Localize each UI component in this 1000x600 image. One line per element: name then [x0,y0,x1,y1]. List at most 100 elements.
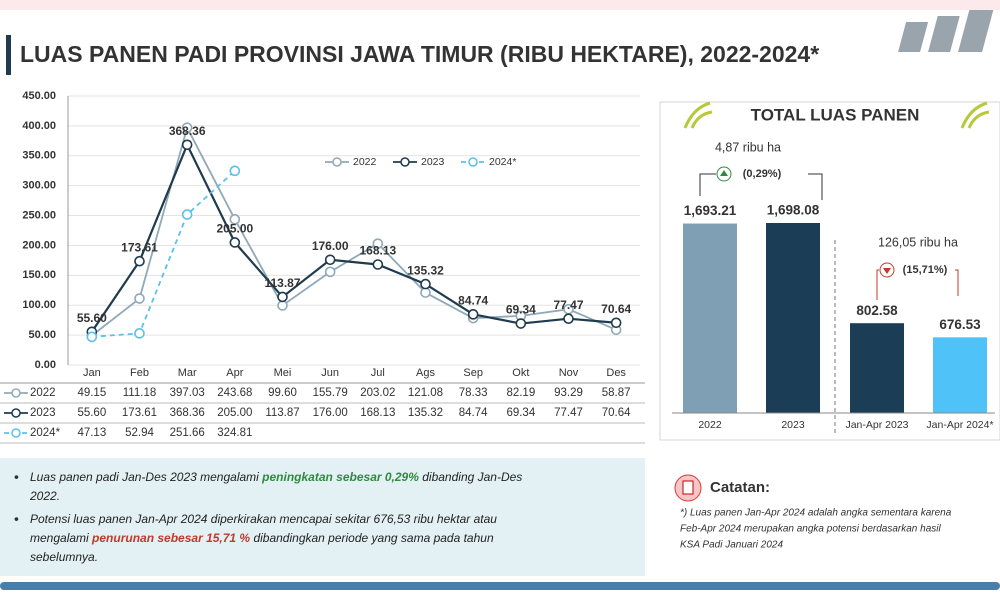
bullet: • [14,511,19,527]
data-label: 168.13 [359,244,396,258]
note-line: Potensi luas panen Jan-Apr 2024 diperkir… [30,512,497,526]
y-tick-label: 0.00 [35,359,56,371]
bar-panel [659,101,1000,441]
point [181,209,193,220]
point [277,300,288,311]
point [134,255,145,267]
data-label: 176.00 [312,239,349,253]
y-tick-label: 300.00 [22,180,56,192]
bar-value-label: 676.53 [939,317,981,332]
note-text: Luas panen padi Jan-Des 2023 mengalami [30,470,262,484]
catatan-line: KSA Padi Januari 2024 [680,540,783,551]
data-label: 368.36 [169,124,206,138]
point [134,293,145,304]
table-cell: 58.87 [602,387,631,399]
bottom-bar [0,582,1000,590]
x-tick-label: Feb [130,367,149,379]
x-tick-label: Jul [371,367,385,379]
bullet: • [14,469,19,485]
data-label: 84.74 [458,294,488,308]
legend-marker [332,157,342,167]
table-cell: 121.08 [408,387,443,399]
table-cell: 368.36 [170,407,205,419]
chart-title: LUAS PANEN PADI PROVINSI JAWA TIMUR (RIB… [20,41,819,67]
logo [898,10,994,52]
point [324,266,336,278]
data-label: 77.47 [553,298,583,312]
bar-category: Jan-Apr 2024* [926,419,993,431]
legend-marker [400,157,410,167]
table-cell: 93.29 [554,387,583,399]
bar-title: TOTAL LUAS PANEN [751,105,920,124]
legend-label: 2023 [421,156,445,168]
note-text: peningkatan sebesar 0,29% [261,470,419,484]
up-arrow [720,170,728,176]
data-label: 135.32 [407,263,444,277]
note-text: mengalami [30,531,92,545]
data-label: 55.60 [77,311,107,325]
table-cell: 205.00 [217,407,252,419]
point [563,313,574,324]
table-row-label: 2024* [30,427,61,439]
point [229,165,241,177]
table-cell: 78.33 [459,387,488,399]
point [324,254,336,266]
bar-category: 2023 [781,419,805,431]
point [277,291,288,303]
title-accent [6,35,11,75]
bar [933,337,987,413]
table-cell: 155.79 [313,387,348,399]
table-cell: 397.03 [170,387,205,399]
x-tick-label: Ags [416,367,435,379]
data-label: 113.87 [264,276,300,290]
table-cell: 135.32 [408,407,443,419]
point [181,139,193,151]
x-tick-label: Apr [226,367,243,379]
data-label: 70.64 [601,302,631,316]
point [372,259,384,270]
point [229,214,241,225]
bar-value-label: 1,698.08 [767,203,820,218]
catatan-line: Feb-Apr 2024 merupakan angka potensi ber… [680,524,941,535]
bracket [876,269,959,300]
table-cell: 243.68 [217,387,252,399]
note-text: dibandingkan periode yang sama pada tahu… [250,531,494,545]
table-cell: 47.13 [77,427,106,439]
y-tick-label: 250.00 [22,209,56,221]
table-cell: 84.74 [459,407,488,419]
note-line: sebelumnya. [30,550,98,564]
table-cell: 82.19 [506,387,535,399]
note-line: mengalami penurunan sebesar 15,71 % diba… [30,531,494,545]
table-cell: 251.66 [170,427,205,439]
point [372,238,384,249]
point [420,278,431,290]
table-legend-marker [11,408,21,418]
line-1 [90,142,617,333]
note-line: Luas panen padi Jan-Des 2023 mengalami p… [30,470,522,484]
bar [850,323,904,413]
data-label: 205.00 [216,222,253,236]
bar-value-label: 802.58 [856,303,898,318]
table-cell: 173.61 [122,407,157,419]
annotation: 4,87 ribu ha [715,140,781,154]
table-cell: 52.94 [125,427,154,439]
point [134,328,145,339]
table-cell: 168.13 [360,407,395,419]
table-cell: 77.47 [554,407,583,419]
x-tick-label: Sep [463,367,483,379]
table-cell: 55.60 [77,407,106,419]
table-cell: 324.81 [217,427,252,439]
note-text: penurunan sebesar 15,71 % [91,531,250,545]
x-tick-label: Okt [512,367,529,379]
note-text: 2022. [29,489,60,503]
annotation: (15,71%) [903,264,948,276]
catatan-title: Catatan: [710,479,770,496]
note-text: Potensi luas panen Jan-Apr 2024 diperkir… [30,512,497,526]
note-text: sebelumnya. [30,550,98,564]
data-label: 69.34 [506,303,536,317]
table-cell: 49.15 [77,387,106,399]
y-tick-label: 150.00 [22,269,56,281]
table-cell: 113.87 [265,407,299,419]
